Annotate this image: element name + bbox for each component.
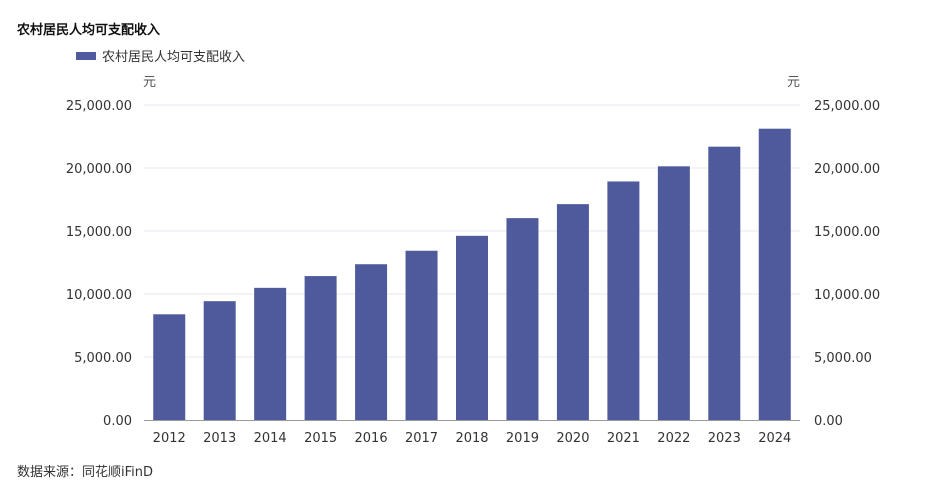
bar[interactable] <box>506 218 539 420</box>
left-axis-unit: 元 <box>143 75 157 90</box>
x-tick-label: 2012 <box>153 431 186 446</box>
bar[interactable] <box>607 181 640 420</box>
legend-item[interactable]: 农村居民人均可支配收入 <box>76 46 245 65</box>
y-tick-label-left: 5,000.00 <box>74 351 132 366</box>
x-tick-label: 2014 <box>254 431 287 446</box>
x-tick-label: 2024 <box>758 431 791 446</box>
y-tick-label-left: 0.00 <box>103 414 132 429</box>
y-tick-label-right: 5,000.00 <box>814 351 872 366</box>
right-axis-unit: 元 <box>787 75 801 90</box>
bar[interactable] <box>405 250 438 420</box>
y-tick-label-right: 10,000.00 <box>814 288 880 303</box>
bar[interactable] <box>708 146 741 420</box>
legend-label: 农村居民人均可支配收入 <box>102 50 246 65</box>
bar[interactable] <box>254 287 287 420</box>
bar[interactable] <box>203 301 236 420</box>
y-tick-label-right: 20,000.00 <box>814 162 880 177</box>
bar[interactable] <box>153 314 186 420</box>
bar[interactable] <box>657 166 690 420</box>
x-tick-label: 2018 <box>455 431 488 446</box>
bar[interactable] <box>355 264 388 420</box>
y-tick-label-left: 10,000.00 <box>66 288 132 303</box>
legend-swatch <box>76 51 96 60</box>
x-tick-label: 2020 <box>556 431 589 446</box>
y-tick-label-right: 25,000.00 <box>814 99 880 114</box>
y-tick-label-left: 15,000.00 <box>66 225 132 240</box>
x-tick-label: 2019 <box>506 431 539 446</box>
y-tick-label-right: 15,000.00 <box>814 225 880 240</box>
x-tick-label: 2013 <box>203 431 236 446</box>
y-tick-label-left: 25,000.00 <box>66 99 132 114</box>
y-tick-label-left: 20,000.00 <box>66 162 132 177</box>
data-source: 数据来源：同花顺iFinD <box>17 465 154 480</box>
x-tick-label: 2021 <box>607 431 640 446</box>
x-tick-label: 2023 <box>708 431 741 446</box>
x-tick-label: 2017 <box>405 431 438 446</box>
bar[interactable] <box>304 276 337 420</box>
bar[interactable] <box>556 204 589 420</box>
x-tick-label: 2015 <box>304 431 337 446</box>
bar[interactable] <box>456 235 488 420</box>
bar[interactable] <box>758 128 791 420</box>
y-tick-label-right: 0.00 <box>814 414 843 429</box>
x-tick-label: 2022 <box>657 431 690 446</box>
chart-title: 农村居民人均可支配收入 <box>17 23 161 38</box>
x-tick-label: 2016 <box>355 431 388 446</box>
